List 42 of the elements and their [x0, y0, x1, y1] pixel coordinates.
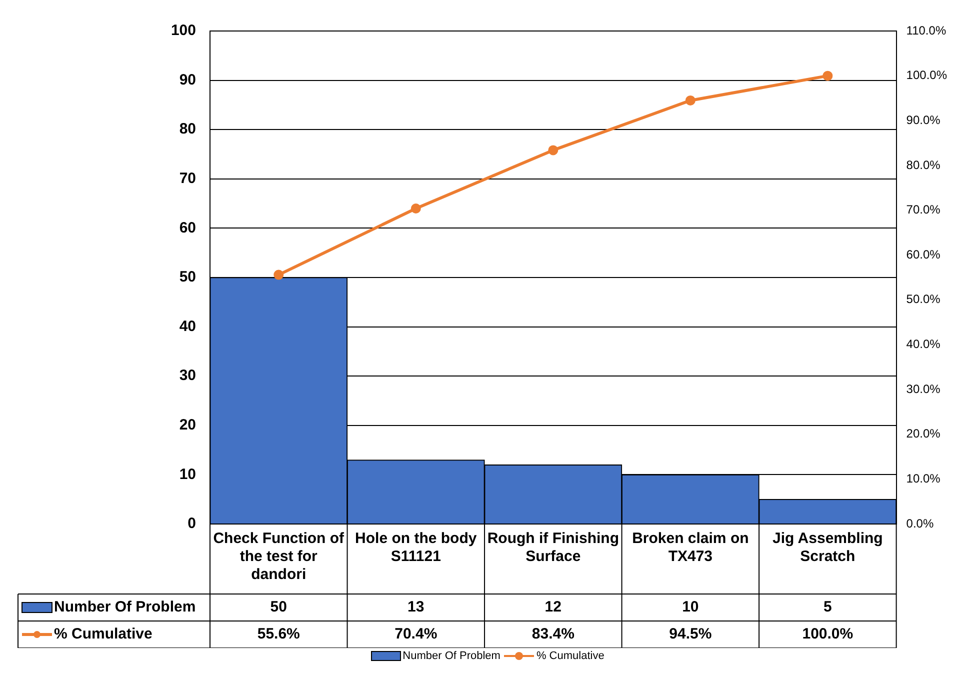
y-tick-label: 90: [179, 71, 196, 88]
y2-tick-label: 50.0%: [906, 292, 941, 306]
data-label: 10: [682, 598, 699, 616]
y2-tick-label: 100.0%: [906, 68, 948, 82]
x-tick-label: Rough if Finishing Surface: [487, 530, 619, 566]
data-label: 50: [270, 598, 287, 616]
data-label: 94.5%: [669, 626, 712, 643]
y-tick-label: 30: [179, 367, 196, 384]
y2-tick-label: 30.0%: [906, 382, 941, 396]
text: Number Of Problem: [402, 650, 500, 662]
y2-tick-label: 20.0%: [906, 426, 941, 441]
x-tick-label: Jig Assembling Scratch: [772, 530, 883, 566]
y-tick-label: 60: [179, 219, 196, 236]
y2-tick-label: 90.0%: [906, 112, 941, 127]
x-tick-label: Check Function of the test for dandori: [213, 530, 346, 584]
y2-tick-label: 0.0%: [906, 516, 934, 530]
data-label: 100.0%: [802, 626, 854, 643]
data-label: 70.4%: [394, 626, 438, 643]
data-label: 13: [408, 598, 424, 616]
y2-tick-label: 70.0%: [906, 202, 941, 217]
x-tick-label: Broken claim on TX473: [632, 530, 749, 566]
y-tick-label: 20: [179, 416, 196, 434]
data-label: 55.6%: [257, 626, 300, 643]
y-tick-label: 40: [179, 318, 196, 335]
x-tick-label: Hole on the body S11121: [355, 530, 478, 566]
y2-tick-label: 80.0%: [906, 158, 941, 172]
data-label: 5: [824, 598, 832, 616]
y2-tick-label: 110.0%: [906, 23, 946, 38]
y-tick-label: 100: [170, 22, 196, 40]
text: % Cumulative: [536, 650, 604, 662]
y2-tick-label: 60.0%: [906, 247, 941, 262]
data-label: 12: [544, 598, 562, 616]
y-tick-label: 10: [179, 466, 196, 483]
y2-tick-label: 40.0%: [906, 337, 941, 352]
y-tick-label: 80: [179, 120, 196, 138]
legend-label: % Cumulative: [54, 626, 152, 643]
y2-tick-label: 10.0%: [906, 471, 941, 486]
y-tick-label: 70: [179, 170, 196, 188]
y-tick-label: 0: [188, 515, 196, 532]
legend-label: Number Of Problem: [54, 598, 196, 616]
y-tick-label: 50: [179, 268, 196, 286]
data-label: 83.4%: [532, 626, 574, 643]
